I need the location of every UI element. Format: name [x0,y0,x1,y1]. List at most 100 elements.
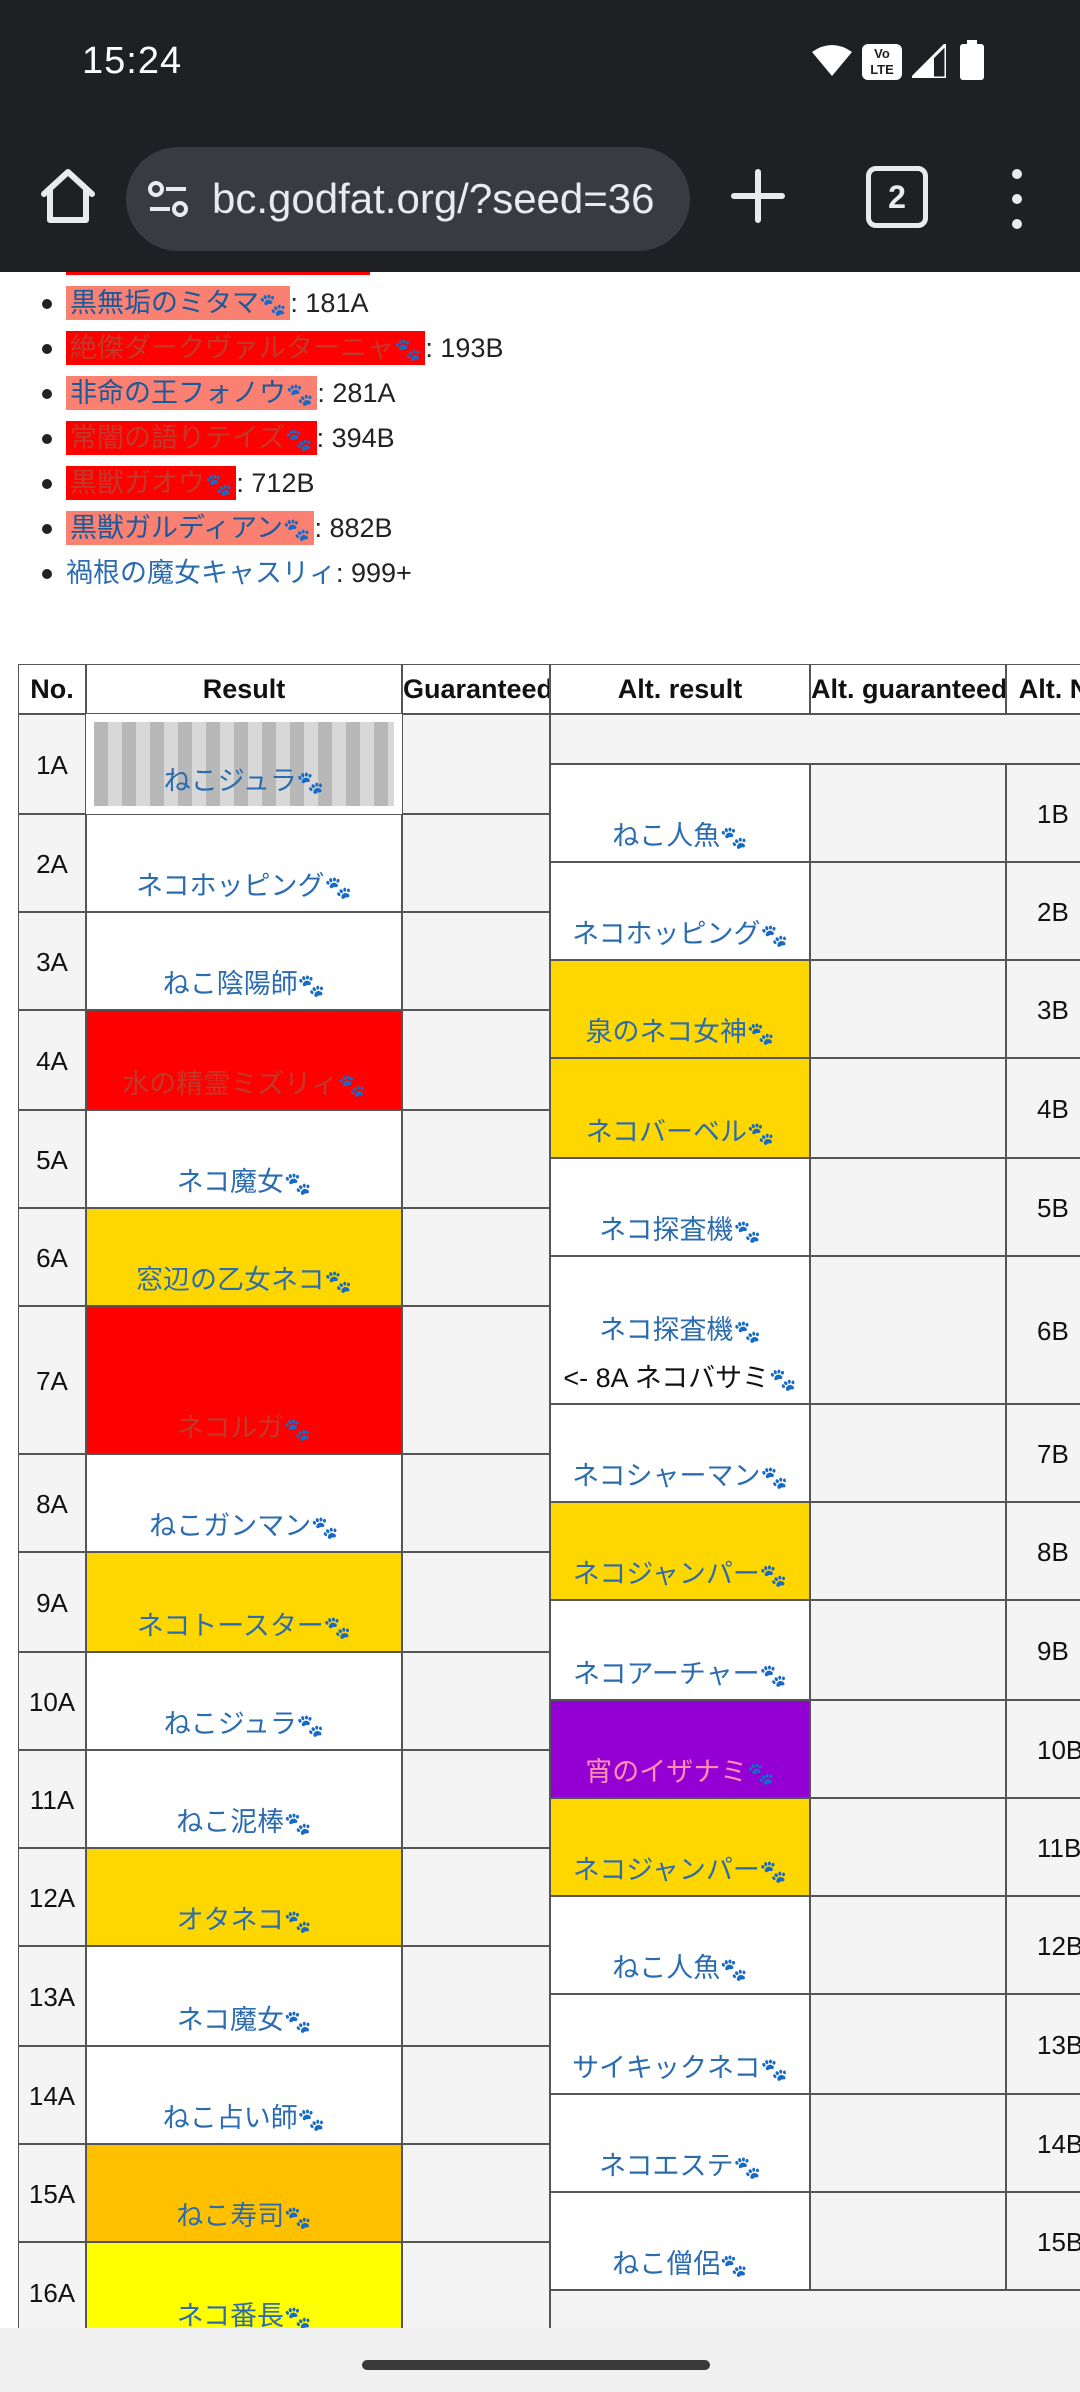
result-cat-name[interactable]: ネコ魔女 [176,1167,285,1197]
alt-row-number: 13B [1006,1994,1080,2094]
result-cat-name[interactable]: ネコトースター [136,1611,324,1641]
cat-link[interactable]: 黒獣ガオウ🐾 [66,466,237,500]
result-cell[interactable]: ねこ陰陽師🐾 [86,912,402,1010]
alt-result-cell[interactable]: 宵のイザナミ🐾 [550,1700,810,1798]
result-cell[interactable]: ねこガンマン🐾 [86,1454,402,1552]
home-icon[interactable] [36,164,100,228]
alt-result-extra-wrap: <- 8A ネコバサミ🐾 [551,1356,809,1395]
result-cat-name[interactable]: ねこ泥棒 [176,1807,285,1837]
result-cat-name[interactable]: ねこガンマン [149,1511,312,1541]
result-cat-name[interactable]: オタネコ [176,1905,285,1935]
row-number: 7A [18,1306,86,1454]
result-cell[interactable]: ねこ占い師🐾 [86,2046,402,2144]
alt-result-cell[interactable]: ネコ探査機🐾 <- 8A ネコバサミ🐾 [550,1256,810,1404]
result-cat-name[interactable]: ネコルガ [176,1413,284,1443]
result-cell[interactable]: ねこジュラ🐾 [86,714,402,814]
row-number: 15A [18,2144,86,2242]
alt-result-cell[interactable]: ねこ人魚🐾 [550,1896,810,1994]
result-cat-name[interactable]: ねこジュラ [163,766,297,796]
alt-result-cat-name[interactable]: ネコ探査機 [599,1215,734,1245]
more-options-icon[interactable] [1000,164,1034,234]
cat-link[interactable]: 闇穢の天女ソーディア🐾 [66,272,370,275]
gesture-handle[interactable] [362,2360,710,2370]
paw-icon: 🐾 [286,382,314,407]
result-text-wrap: ねこジュラ🐾 [94,759,394,798]
result-cell[interactable]: ネコ魔女🐾 [86,1946,402,2046]
guaranteed-cell [402,1750,550,1848]
alt-result-cell[interactable]: ネコホッピング🐾 [550,862,810,960]
cat-link[interactable]: 常闇の語りテイズ🐾 [66,421,317,455]
plus-icon[interactable] [728,166,788,226]
guaranteed-cell [402,2242,550,2328]
alt-row-number-text: 6B [1037,1316,1069,1346]
alt-result-cat-name[interactable]: 泉のネコ女神 [585,1017,748,1047]
alt-result-cat-name[interactable]: ねこ人魚 [612,821,721,851]
alt-result-cell[interactable]: ネコアーチャー🐾 [550,1600,810,1700]
result-cat-name[interactable]: ねこジュラ [163,1709,297,1739]
cat-link[interactable]: 非命の王フォノウ🐾 [66,376,318,410]
result-cat-name[interactable]: ねこ占い師 [162,2103,298,2133]
url-text[interactable]: bc.godfat.org/?seed=36 [212,175,655,222]
result-cell[interactable]: ネコトースター🐾 [86,1552,402,1652]
tab-switcher-button[interactable]: 2 [866,166,928,228]
alt-result-cat-name[interactable]: ネコジャンパー [572,1559,760,1589]
result-cell[interactable]: ネコ魔女🐾 [86,1110,402,1208]
paw-icon: 🐾 [284,1171,312,1196]
result-cell[interactable]: ネコホッピング🐾 [86,814,402,912]
result-cell[interactable]: 水の精霊ミズリィ🐾 [86,1010,402,1110]
site-settings-icon[interactable] [146,177,190,221]
cat-link[interactable]: 黒獣ガルディアン🐾 [66,511,315,545]
result-cell[interactable]: ネコルガ🐾 [86,1306,402,1454]
list-item: 黒獣ガオウ🐾: 712B [41,461,314,505]
alt-result-cat-name[interactable]: ねこ人魚 [612,1953,721,1983]
alt-result-cat-name[interactable]: サイキックネコ [572,2053,761,2083]
cat-link[interactable]: 黒無垢のミタマ🐾 [66,286,291,320]
alt-guaranteed-cell [810,1700,1006,1798]
result-cat-name[interactable]: ねこ寿司 [176,2201,285,2231]
address-bar[interactable]: bc.godfat.org/?seed=36 [126,147,690,251]
alt-result-cat-name[interactable]: 宵のイザナミ [585,1757,748,1787]
alt-result-cell[interactable]: ねこ僧侶🐾 [550,2192,810,2290]
result-text-wrap: ネコホッピング🐾 [87,864,401,903]
alt-result-cell[interactable]: ネコエステ🐾 [550,2094,810,2192]
alt-result-text-wrap: ネコジャンパー🐾 [551,1552,809,1591]
alt-result-cat-name[interactable]: ネコバーベル [585,1117,748,1147]
result-cat-name[interactable]: ネコホッピング [136,871,325,901]
alt-result-cell[interactable]: ねこ人魚🐾 [550,764,810,862]
result-cell[interactable]: ねこ泥棒🐾 [86,1750,402,1848]
alt-result-cell[interactable]: ネコジャンパー🐾 [550,1502,810,1600]
alt-result-cat-name[interactable]: ネコ探査機 [599,1315,734,1345]
alt-result-cell[interactable]: ネコジャンパー🐾 [550,1798,810,1896]
result-cat-name[interactable]: 水の精霊ミズリィ [122,1069,339,1099]
alt-trailing-cell [550,2290,1080,2328]
cat-link[interactable]: 禍根の魔女キャスリィ [66,558,336,588]
alt-result-cell[interactable]: 泉のネコ女神🐾 [550,960,810,1058]
cat-link[interactable]: 絶傑ダークヴァルターニャ🐾 [66,331,426,365]
result-cell[interactable]: ねこジュラ🐾 [86,1652,402,1750]
alt-result-cat-name[interactable]: ネコジャンパー [572,1855,760,1885]
result-cat-name[interactable]: ネコ魔女 [176,2005,285,2035]
alt-result-cell[interactable]: ネコバーベル🐾 [550,1058,810,1158]
cat-name: 禍根の魔女キャスリィ [66,558,336,588]
alt-result-extra[interactable]: <- 8A ネコバサミ [563,1363,770,1393]
paw-icon: 🐾 [297,973,326,998]
result-cat-name[interactable]: ねこ陰陽師 [162,969,298,999]
result-cell[interactable]: 窓辺の乙女ネコ🐾 [86,1208,402,1306]
alt-result-cat-name[interactable]: ネコシャーマン [572,1461,761,1491]
result-cell[interactable]: ねこ寿司🐾 [86,2144,402,2242]
alt-result-cat-name[interactable]: ネコアーチャー [573,1659,760,1689]
result-cat-name[interactable]: ネコ番長 [176,2301,285,2328]
result-cat-name[interactable]: 窓辺の乙女ネコ [136,1265,325,1295]
alt-guaranteed-cell [810,1404,1006,1502]
alt-result-cat-name[interactable]: ネコエステ [599,2151,734,2181]
result-text-wrap: 窓辺の乙女ネコ🐾 [87,1258,401,1297]
alt-row-number: 4B [1006,1058,1080,1158]
alt-result-cell[interactable]: ネコシャーマン🐾 [550,1404,810,1502]
alt-result-cell[interactable]: サイキックネコ🐾 [550,1994,810,2094]
alt-result-cell[interactable]: ネコ探査機🐾 [550,1158,810,1256]
alt-guaranteed-cell [810,862,1006,960]
alt-result-cat-name[interactable]: ねこ僧侶 [612,2249,721,2279]
result-cell[interactable]: オタネコ🐾 [86,1848,402,1946]
result-cell[interactable]: ネコ番長🐾 [86,2242,402,2328]
alt-result-cat-name[interactable]: ネコホッピング [572,919,761,949]
